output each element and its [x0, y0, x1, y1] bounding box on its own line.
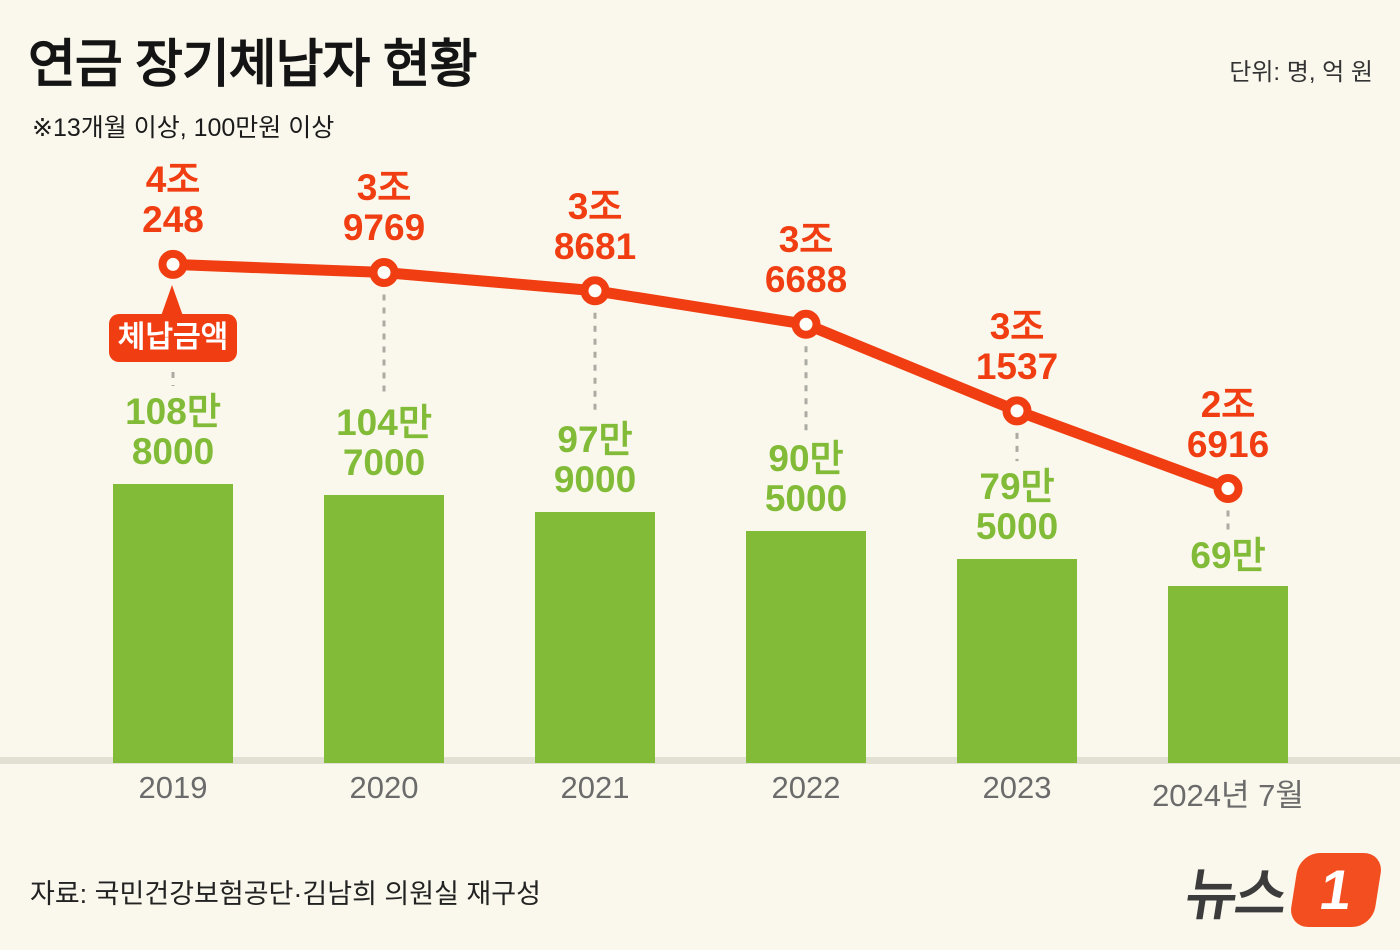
bar-3 — [746, 530, 866, 763]
count-label-2: 97만 9000 — [553, 418, 637, 500]
page-title: 연금 장기체납자 현황 — [28, 36, 477, 94]
unit-label: 단위: 명, 억 원 — [1229, 59, 1373, 86]
marker-0 — [158, 249, 188, 279]
amount-label-3: 3조 6688 — [764, 219, 848, 301]
x-tick-1: 2020 — [349, 770, 419, 805]
marker-5 — [1213, 474, 1243, 504]
count-label-4: 79만 5000 — [975, 466, 1059, 548]
count-label-5: 69만 — [1190, 535, 1266, 577]
line-series-legend-badge: 체납금액 — [109, 314, 237, 362]
news1-logo-text: 뉴스 — [1181, 862, 1291, 926]
bar-0 — [113, 483, 233, 763]
source-note: 자료: 국민건강보험공단·김남희 의원실 재구성 — [30, 879, 541, 909]
marker-1 — [369, 257, 399, 287]
marker-2 — [580, 276, 610, 306]
bar-5 — [1168, 586, 1288, 763]
callout-pointer — [161, 285, 183, 316]
amount-label-2: 3조 8681 — [553, 185, 637, 267]
marker-4 — [1002, 396, 1032, 426]
x-tick-2: 2021 — [560, 770, 630, 805]
count-label-1: 104만 7000 — [336, 401, 432, 483]
bar-2 — [535, 511, 655, 763]
amount-label-4: 3조 1537 — [975, 305, 1059, 387]
count-label-0: 108만 8000 — [125, 390, 221, 472]
chart-note: ※13개월 이상, 100만원 이상 — [32, 114, 335, 142]
amount-label-1: 3조 9769 — [342, 167, 426, 249]
x-tick-5: 2024년 7월 — [1152, 778, 1304, 813]
news1-logo-number: 1 — [1315, 858, 1357, 921]
x-tick-3: 2022 — [771, 770, 841, 805]
marker-3 — [791, 309, 821, 339]
bar-1 — [324, 494, 444, 763]
amount-label-5: 2조 6916 — [1186, 383, 1270, 465]
news1-logo: 뉴스 1 — [1181, 852, 1384, 928]
count-label-3: 90만 5000 — [764, 437, 848, 519]
x-tick-4: 2023 — [982, 770, 1052, 805]
x-tick-0: 2019 — [138, 770, 208, 805]
bar-4 — [957, 559, 1077, 763]
x-axis-line — [0, 757, 1400, 764]
amount-label-0: 4조 248 — [142, 159, 204, 241]
news1-logo-box-icon: 1 — [1288, 853, 1384, 927]
